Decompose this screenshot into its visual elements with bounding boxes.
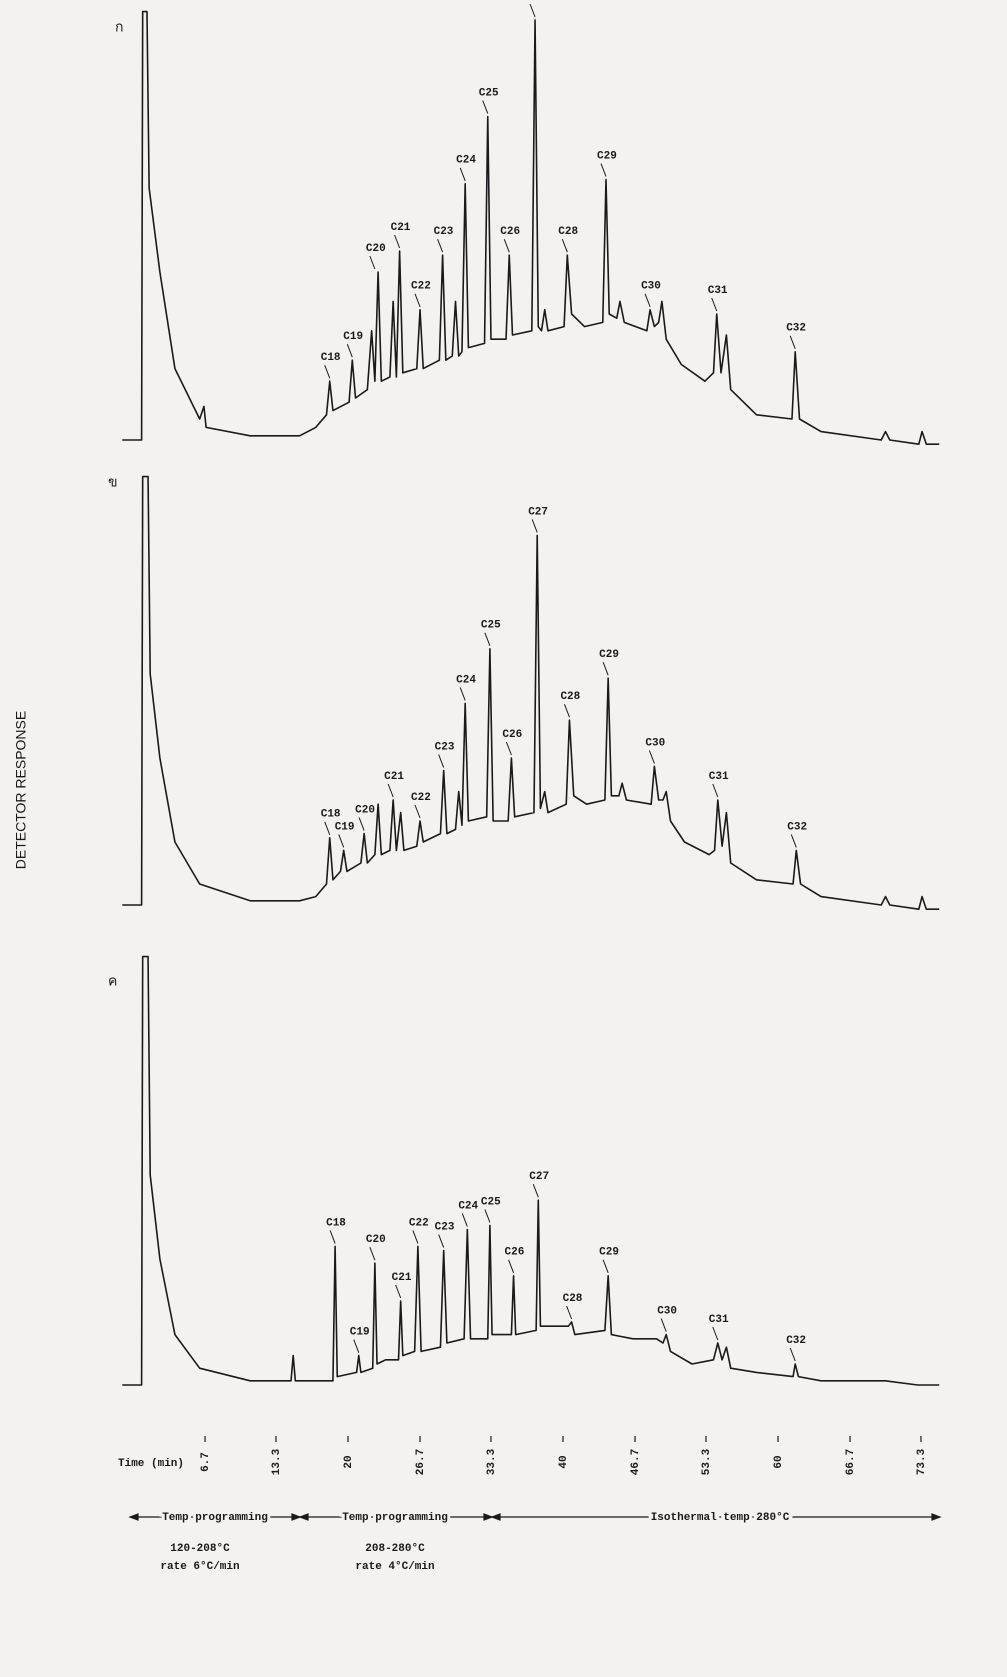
program-label: Isothermal temp 280°C [651, 1512, 790, 1524]
peak-label: C27 [529, 1171, 549, 1183]
peak-label: C20 [366, 243, 386, 255]
peak-label: C22 [409, 1217, 429, 1229]
peak-label: C32 [787, 821, 807, 833]
peak-label: C22 [411, 281, 431, 293]
peak-label: C31 [708, 285, 728, 297]
peak-label: C30 [657, 1306, 677, 1318]
x-tick-label: 53.3 [701, 1448, 713, 1475]
peak-label: C23 [435, 742, 455, 754]
peak-label: C25 [479, 88, 499, 100]
peak-label: C32 [786, 1335, 806, 1347]
peak-label: C20 [355, 805, 375, 817]
panel-label: ข [108, 474, 118, 490]
peak-label: C30 [645, 737, 665, 749]
peak-label: C28 [560, 691, 580, 703]
peak-label: C19 [335, 821, 355, 833]
peak-label: C25 [481, 620, 501, 632]
peak-label: C26 [505, 1247, 525, 1259]
figure: DETECTOR RESPONSE Time (min) Temp progra… [0, 0, 1007, 1677]
peak-label: C28 [563, 1293, 583, 1305]
peak-label: C26 [502, 729, 522, 741]
peak-label: C24 [456, 674, 476, 686]
peak-label: C18 [321, 809, 341, 821]
program-label: Temp programming [162, 1512, 268, 1524]
peak-label: C27 [526, 0, 546, 3]
program-detail: 120-208°C [170, 1543, 230, 1555]
x-tick-label: 26.7 [415, 1449, 427, 1475]
program-label: Temp programming [342, 1512, 448, 1524]
peak-label: C30 [641, 281, 661, 293]
peak-label: C21 [392, 1272, 412, 1284]
panel-label: ก [115, 19, 123, 35]
program-detail: rate 6°C/min [160, 1561, 239, 1573]
peak-label: C32 [786, 323, 806, 335]
x-tick-label: 20 [343, 1455, 355, 1468]
peak-label: C28 [558, 226, 578, 238]
peak-label: C31 [709, 1314, 729, 1326]
x-tick-label: 33.3 [486, 1448, 498, 1475]
peak-label: C19 [343, 331, 363, 343]
x-tick-label: 40 [558, 1455, 570, 1468]
peak-label: C18 [326, 1217, 346, 1229]
peak-label: C29 [599, 1247, 619, 1259]
x-axis-label: Time (min) [118, 1458, 184, 1470]
program-detail: rate 4°C/min [355, 1561, 434, 1573]
panel-label: ค [108, 973, 117, 989]
peak-label: C24 [456, 155, 476, 167]
peak-label: C29 [597, 151, 617, 163]
peak-label: C20 [366, 1234, 386, 1246]
peak-label: C21 [391, 222, 411, 234]
peak-label: C23 [435, 1222, 455, 1234]
program-detail: 208-280°C [365, 1543, 425, 1555]
peak-label: C29 [599, 649, 619, 661]
peak-label: C23 [434, 226, 454, 238]
peak-label: C21 [384, 771, 404, 783]
x-tick-label: 46.7 [630, 1449, 642, 1475]
peak-label: C24 [458, 1201, 478, 1213]
x-tick-label: 6.7 [200, 1452, 212, 1472]
peak-label: C25 [481, 1196, 501, 1208]
peak-label: C27 [528, 506, 548, 518]
peak-label: C31 [709, 771, 729, 783]
peak-label: C18 [321, 352, 341, 364]
paper [0, 0, 1007, 1677]
peak-label: C22 [411, 792, 431, 804]
x-tick-label: 66.7 [845, 1449, 857, 1475]
x-tick-label: 13.3 [271, 1448, 283, 1475]
peak-label: C26 [500, 226, 520, 238]
x-tick-label: 73.3 [916, 1448, 928, 1475]
x-tick-label: 60 [773, 1455, 785, 1468]
y-axis-label: DETECTOR RESPONSE [13, 711, 29, 869]
peak-label: C19 [350, 1327, 370, 1339]
